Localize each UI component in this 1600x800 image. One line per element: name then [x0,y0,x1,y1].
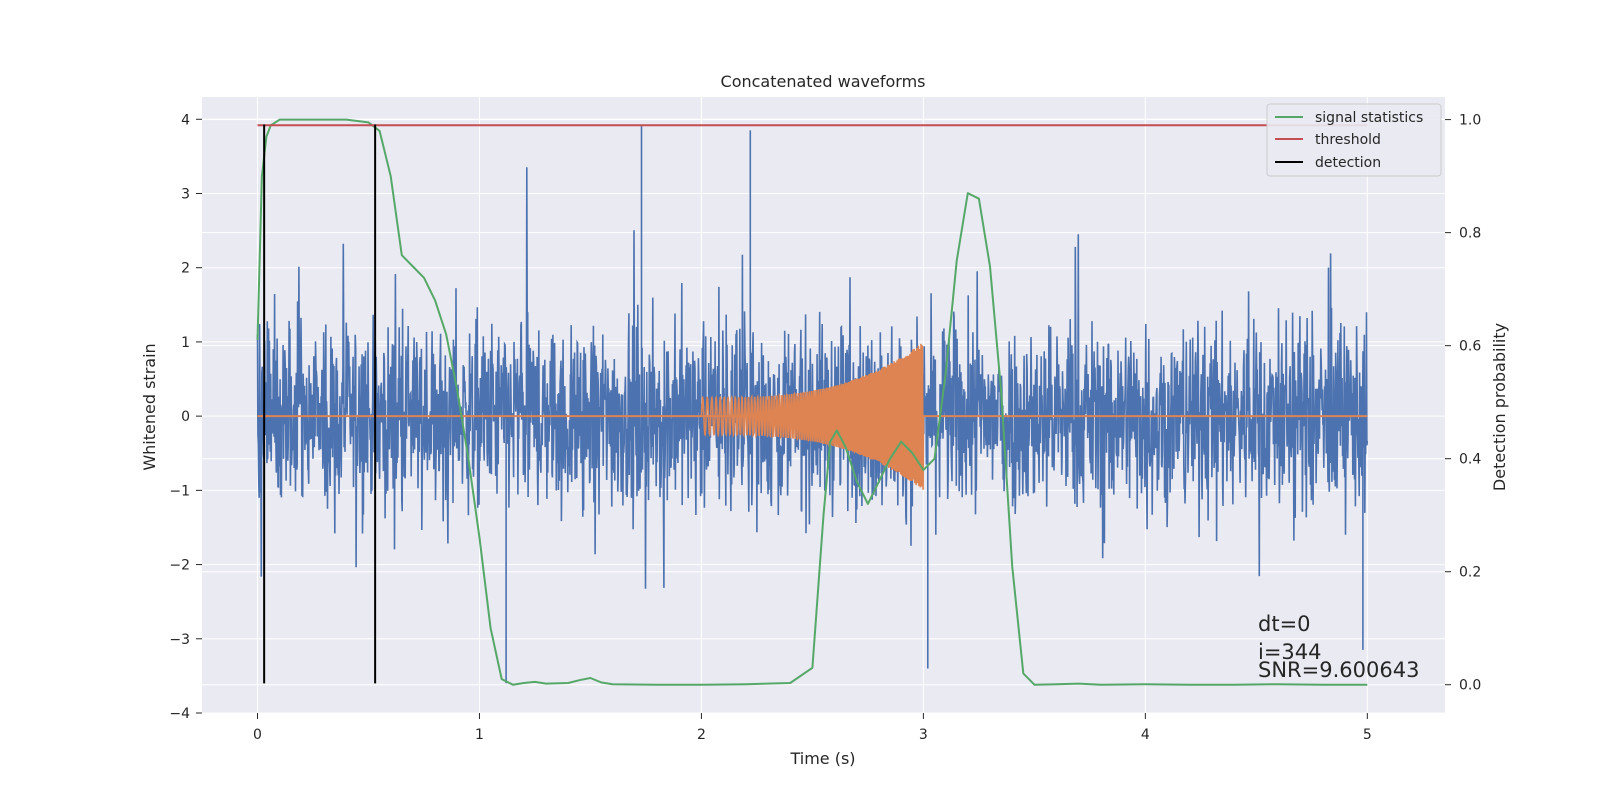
detection-series [263,124,377,684]
y-tick-label: 0 [181,409,190,425]
axes: 0 1 2 3 4 5 −4 −3 −2 −1 0 1 2 3 4 0.0 0.2 0.4 0.6 0.8 1.0 [169,112,1481,743]
y2-axis-label: Detection probability [1490,323,1509,491]
y-tick-label: −3 [169,632,190,648]
legend-label-detection: detection [1315,155,1381,171]
x-tick-label: 5 [1363,727,1372,743]
strain-series [256,125,1369,684]
y-tick-label: −2 [169,558,190,574]
y2-tick-label: 0.6 [1459,339,1481,355]
y-tick-label: 1 [181,335,190,351]
x-tick-label: 3 [919,727,928,743]
injection-line [700,343,925,490]
y2-tick-label: 0.8 [1459,226,1481,242]
legend: signal statistics threshold detection [1266,103,1442,177]
annotation-snr: SNR=9.600643 [1258,658,1419,682]
strain-line [256,125,1369,684]
legend-label-signal-statistics: signal statistics [1315,110,1423,126]
y2-tick-label: 0.0 [1459,678,1481,694]
y-tick-label: 3 [181,186,190,202]
legend-label-threshold: threshold [1315,132,1381,148]
signal-statistics-line [256,118,1368,686]
y-tick-label: 4 [181,112,190,128]
x-axis-label: Time (s) [789,749,855,768]
annotation-dt: dt=0 [1258,612,1311,636]
chart-title: Concatenated waveforms [721,72,926,91]
legend-box [1266,103,1442,177]
annotation-index: i=344 [1258,640,1322,664]
y2-tick-label: 0.4 [1459,452,1481,468]
y-tick-label: 2 [181,261,190,277]
x-tick-label: 4 [1141,727,1150,743]
injection-series [257,343,1368,490]
x-tick-label: 1 [475,727,484,743]
x-tick-label: 0 [253,727,262,743]
y2-tick-label: 1.0 [1459,113,1481,129]
y-axis-label: Whitened strain [140,343,159,470]
y2-tick-label: 0.2 [1459,565,1481,581]
y-tick-label: −1 [169,483,190,499]
y-tick-label: −4 [169,706,190,722]
signal-statistics-series [256,118,1368,686]
x-tick-label: 2 [697,727,706,743]
